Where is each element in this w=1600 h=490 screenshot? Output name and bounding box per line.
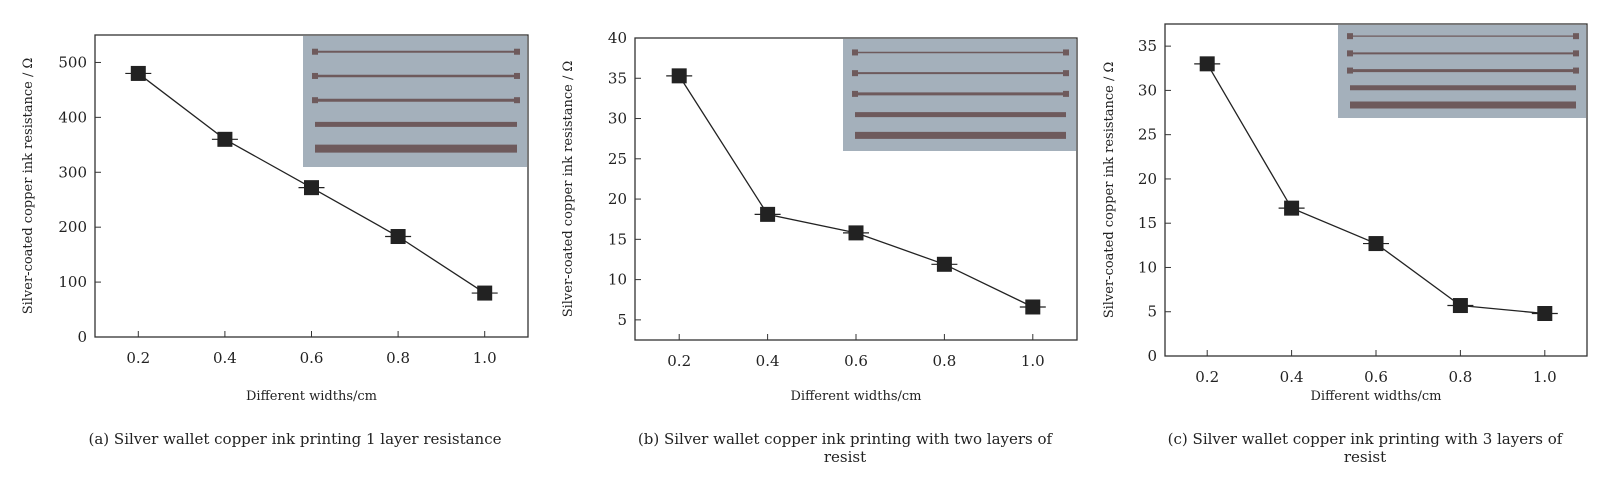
inset-trace-pad <box>1347 33 1353 40</box>
y-tick-label: 30 <box>1138 81 1157 99</box>
y-tick-label: 200 <box>58 218 87 236</box>
data-point <box>390 229 406 245</box>
y-tick-label: 300 <box>58 163 87 181</box>
inset-trace-pad <box>1573 50 1579 57</box>
inset-trace-pad <box>514 72 520 79</box>
x-tick-label: 0.2 <box>126 349 150 367</box>
inset-trace-pad <box>1347 50 1353 57</box>
data-point <box>760 206 776 222</box>
y-tick-label: 400 <box>58 108 87 126</box>
inset-trace-pad <box>1347 67 1353 74</box>
y-tick-label: 25 <box>1138 126 1157 144</box>
inset-trace-pad <box>312 97 318 104</box>
chart-caption: (c) Silver wallet copper ink printing wi… <box>1167 430 1563 466</box>
x-tick-label: 0.8 <box>1448 368 1472 386</box>
y-tick-label: 15 <box>608 230 627 248</box>
chart-caption: (a) Silver wallet copper ink printing 1 … <box>88 430 502 448</box>
chart-panel-a: 0 100 200 300 400 500 0.2 0.4 0.6 0.8 1.0 Different… <box>0 0 540 490</box>
y-tick-label: 0 <box>1147 347 1157 365</box>
x-tick-label: 0.2 <box>667 352 691 370</box>
y-axis-title: Silver-coated copper ink resistance / Ω <box>561 61 576 318</box>
chart-panel-b: 5 10 15 20 25 30 35 40 0.2 0.4 0.6 0.8 1.0 Different … <box>545 0 1090 490</box>
chart-panel-c: 0 5 10 15 20 25 30 35 0.2 0.4 0.6 0.8 1.0 Different w… <box>1095 0 1595 490</box>
inset-photo <box>1338 25 1586 118</box>
x-tick-label: 0.4 <box>1280 368 1304 386</box>
data-point <box>1284 200 1300 216</box>
y-tick-label: 30 <box>608 110 627 128</box>
y-tick-label: 0 <box>77 328 87 346</box>
data-point <box>217 131 233 147</box>
y-tick-label: 35 <box>1138 37 1157 55</box>
x-tick-label: 1.0 <box>1533 368 1557 386</box>
x-tick-label: 0.4 <box>213 349 237 367</box>
y-tick-label: 25 <box>608 150 627 168</box>
chart-c: 0 5 10 15 20 25 30 35 0.2 0.4 0.6 0.8 1.0 Different w… <box>1102 23 1588 404</box>
chart-a: 0 100 200 300 400 500 0.2 0.4 0.6 0.8 1.0 Different… <box>21 34 529 404</box>
data-point <box>1368 236 1384 252</box>
y-tick-label: 35 <box>608 69 627 87</box>
inset-trace-pad <box>1063 90 1069 97</box>
y-tick-label: 10 <box>608 271 627 289</box>
inset-trace-pad <box>514 97 520 104</box>
data-point <box>1199 56 1215 72</box>
chart-caption: (b) Silver wallet copper ink printing wi… <box>637 430 1053 466</box>
data-point <box>304 180 319 196</box>
data-point <box>671 68 687 84</box>
y-axis-title: Silver-coated copper ink resistance / Ω <box>21 58 36 315</box>
y-tick-label: 10 <box>1138 258 1157 276</box>
x-tick-label: 1.0 <box>1021 352 1045 370</box>
y-axis-title: Silver-coated copper ink resistance / Ω <box>1102 62 1117 319</box>
inset-trace-pad <box>852 49 858 56</box>
data-point <box>1537 306 1553 322</box>
inset-trace-pad <box>312 72 318 79</box>
inset-trace-pad <box>852 90 858 97</box>
y-tick-label: 20 <box>1138 170 1157 188</box>
y-tick-label: 5 <box>1147 303 1157 321</box>
data-point <box>848 225 864 241</box>
x-tick-label: 0.2 <box>1195 368 1219 386</box>
y-tick-label: 5 <box>617 311 627 329</box>
y-tick-label: 100 <box>58 273 87 291</box>
inset-trace-pad <box>1573 33 1579 40</box>
inset-trace-pad <box>852 70 858 77</box>
data-point <box>477 285 493 301</box>
data-point <box>130 65 146 81</box>
y-tick-label: 15 <box>1138 214 1157 232</box>
inset-trace-pad <box>1063 49 1069 56</box>
x-axis-title: Different widths/cm <box>246 389 377 404</box>
inset-trace-pad <box>1573 67 1579 74</box>
x-tick-label: 0.4 <box>756 352 780 370</box>
x-tick-label: 0.8 <box>932 352 956 370</box>
inset-trace-pad <box>1063 70 1069 77</box>
x-axis-title: Different widths/cm <box>790 389 921 404</box>
x-tick-label: 0.6 <box>1364 368 1388 386</box>
inset-photo <box>303 36 527 167</box>
data-point <box>936 256 952 272</box>
inset-trace-pad <box>514 48 520 55</box>
x-tick-label: 0.6 <box>844 352 868 370</box>
y-tick-label: 20 <box>608 190 627 208</box>
y-tick-label: 500 <box>58 53 87 71</box>
data-point <box>1025 299 1041 315</box>
chart-b: 5 10 15 20 25 30 35 40 0.2 0.4 0.6 0.8 1.0 Different … <box>561 29 1078 404</box>
x-tick-label: 0.8 <box>386 349 410 367</box>
inset-trace-pad <box>312 48 318 55</box>
x-tick-label: 1.0 <box>473 349 497 367</box>
data-point <box>1452 298 1468 314</box>
inset-photo <box>843 39 1076 151</box>
x-axis-title: Different widths/cm <box>1310 389 1441 404</box>
x-tick-label: 0.6 <box>300 349 324 367</box>
y-tick-label: 40 <box>608 29 627 47</box>
